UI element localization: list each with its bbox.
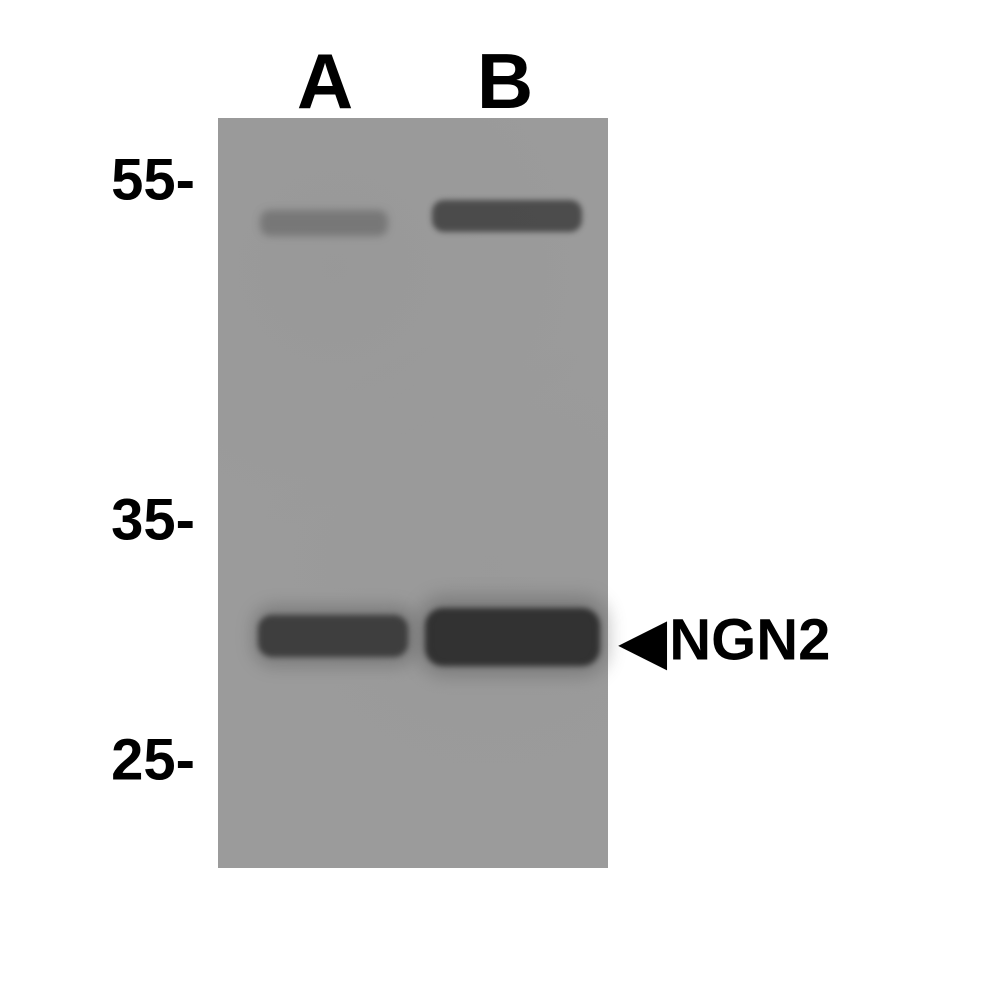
band-5: [418, 596, 608, 676]
mw-label-25: 25-: [0, 727, 195, 794]
figure-canvas: A B 55- 35- 25- ◀ NGN2: [0, 0, 1000, 1000]
band-1: [432, 200, 582, 232]
mw-label-55: 55-: [0, 147, 195, 214]
lane-label-a: A: [297, 36, 353, 127]
arrow-left-icon: ◀: [618, 624, 667, 656]
protein-name-text: NGN2: [669, 607, 830, 674]
lane-label-b: B: [477, 36, 533, 127]
band-0: [260, 210, 388, 236]
protein-label-ngn2: ◀ NGN2: [618, 607, 830, 674]
mw-label-35: 35-: [0, 487, 195, 554]
band-4: [252, 605, 417, 667]
